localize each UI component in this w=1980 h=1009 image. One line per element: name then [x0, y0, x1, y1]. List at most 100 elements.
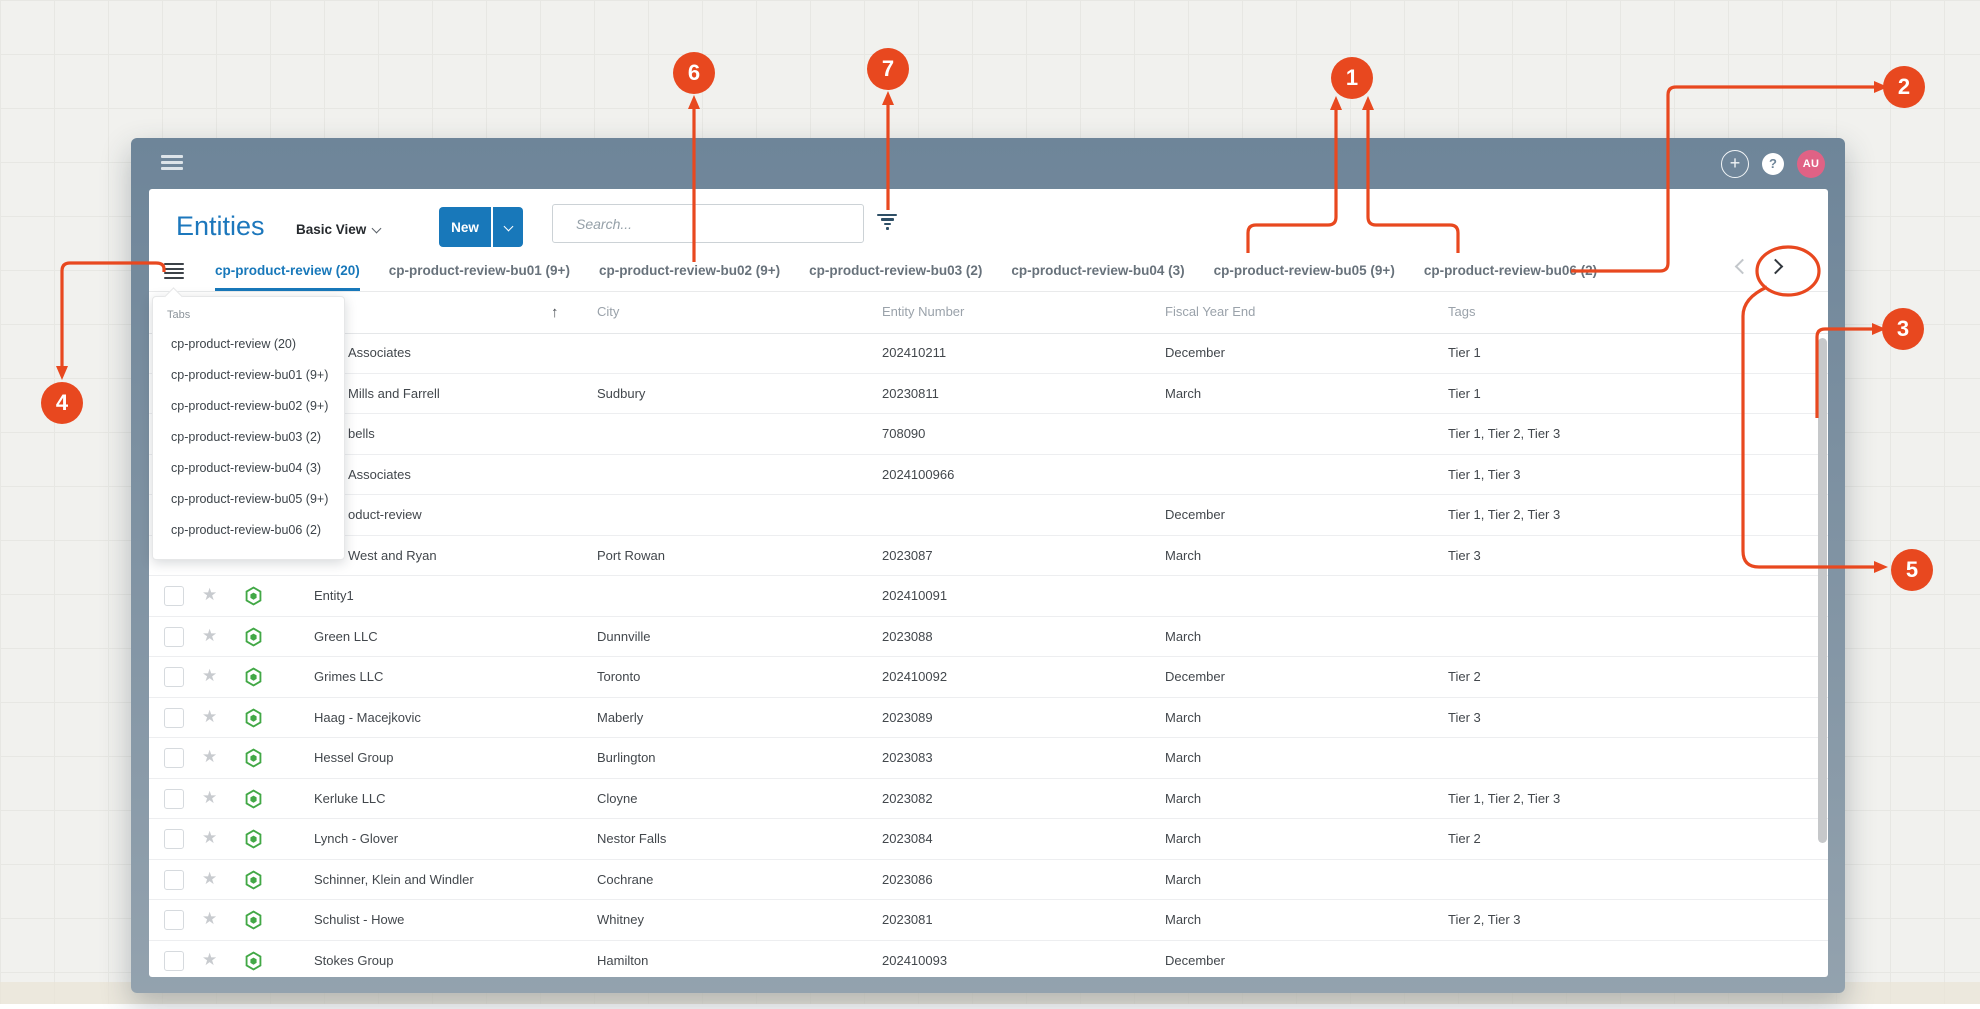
favorite-star-icon[interactable]: ★ — [202, 666, 218, 685]
tab[interactable]: cp-product-review-bu01 (9+) — [388, 263, 570, 278]
cell-name: Stokes Group — [314, 952, 394, 968]
cell-entity-number: 2023081 — [882, 912, 933, 927]
favorite-star-icon[interactable]: ★ — [202, 909, 218, 928]
favorite-star-icon[interactable]: ★ — [202, 828, 218, 847]
cell-name: West and Ryan — [348, 547, 437, 563]
app-window: + ? AU Entities Basic View New — [131, 138, 1845, 993]
view-selector-dropdown[interactable]: Basic View — [296, 222, 382, 237]
entity-icon — [244, 626, 263, 647]
sort-ascending-icon[interactable]: ↑ — [551, 304, 559, 321]
table-row[interactable]: ★ oduct-review December Tier 1, Tier 2, … — [149, 495, 1828, 536]
cell-name: Mills and Farrell — [348, 385, 440, 401]
cell-fiscal-year-end: March — [1165, 790, 1202, 806]
dropdown-item[interactable]: cp-product-review-bu01 (9+) — [171, 368, 329, 382]
cell-name: Hessel Group — [314, 750, 394, 765]
dropdown-item[interactable]: cp-product-review-bu04 (3) — [171, 461, 322, 475]
table-header-row: ↑ City Entity Number Fiscal Year End Tag… — [149, 291, 1828, 334]
chevron-right-icon[interactable] — [1767, 258, 1784, 275]
column-header-tags: Tags — [1448, 304, 1476, 319]
entity-icon — [244, 586, 263, 606]
table-row[interactable]: ★ West and Ryan Port Rowan 2023087 March… — [149, 536, 1828, 576]
tab-bar: cp-product-review (20) cp-product-review-… — [149, 253, 1828, 292]
favorite-star-icon[interactable]: ★ — [202, 585, 218, 604]
cell-fiscal-year-end: December — [1165, 345, 1225, 360]
favorite-star-icon[interactable]: ★ — [202, 625, 218, 645]
entity-icon — [244, 667, 263, 687]
favorite-star-icon[interactable]: ★ — [202, 787, 218, 807]
table-row[interactable]: ★ Mills and Farrell Sudbury 20230811 Mar… — [149, 374, 1828, 414]
tab[interactable]: cp-product-review-bu04 (3) — [1011, 263, 1185, 278]
row-checkbox[interactable] — [164, 748, 184, 768]
cell-tags: Tier 3 — [1448, 547, 1481, 563]
dropdown-item[interactable]: cp-product-review-bu06 (2) — [171, 523, 322, 537]
table-row[interactable]: ★ bells 708090 Tier 1, Tier 2, Tier 3 — [149, 414, 1828, 455]
row-checkbox[interactable] — [164, 910, 184, 930]
row-checkbox[interactable] — [164, 788, 184, 809]
tab[interactable]: cp-product-review-bu05 (9+) — [1213, 263, 1395, 278]
callout-badge-2: 2 — [1883, 66, 1925, 108]
new-button[interactable]: New — [439, 207, 491, 247]
row-checkbox[interactable] — [164, 707, 184, 728]
cell-fiscal-year-end: March — [1165, 750, 1202, 765]
search-input[interactable] — [552, 204, 864, 243]
table-row[interactable]: ★ Schinner, Klein and Windler Cochrane 2… — [149, 860, 1828, 900]
table-row[interactable]: ★ Stokes Group Hamilton 202410093 Decemb… — [149, 941, 1828, 978]
cell-entity-number: 2023088 — [882, 628, 933, 644]
cell-fiscal-year-end: December — [1165, 507, 1225, 522]
table-row[interactable]: ★ Lynch - Glover Nestor Falls 2023084 Ma… — [149, 819, 1828, 860]
user-avatar[interactable]: AU — [1797, 150, 1825, 178]
callout-badge-6: 6 — [673, 52, 715, 94]
row-checkbox[interactable] — [164, 626, 184, 647]
cell-tags: Tier 3 — [1448, 709, 1481, 725]
hamburger-menu-icon[interactable] — [161, 155, 185, 173]
callout-badge-5: 5 — [1891, 549, 1933, 591]
entity-icon — [244, 748, 263, 768]
row-checkbox[interactable] — [164, 667, 184, 687]
tabs-dropdown-menu: Tabs cp-product-review (20) cp-product-re… — [152, 287, 345, 560]
favorite-star-icon[interactable]: ★ — [202, 868, 218, 888]
entity-icon — [244, 910, 263, 930]
favorite-star-icon[interactable]: ★ — [202, 949, 218, 969]
tab[interactable]: cp-product-review-bu02 (9+) — [598, 263, 781, 278]
dropdown-item[interactable]: cp-product-review-bu02 (9+) — [171, 399, 329, 413]
table-row[interactable]: ★ Hessel Group Burlington 2023083 March — [149, 738, 1828, 779]
cell-city: Maberly — [597, 709, 644, 725]
favorite-star-icon[interactable]: ★ — [202, 706, 218, 726]
cell-city: Whitney — [597, 912, 644, 927]
cell-fiscal-year-end: March — [1165, 628, 1202, 644]
dropdown-item[interactable]: cp-product-review (20) — [171, 337, 297, 351]
cell-entity-number: 2023087 — [882, 547, 933, 563]
dropdown-title: Tabs — [167, 309, 191, 321]
table-row[interactable]: ★ Associates 2024100966 Tier 1, Tier 3 — [149, 455, 1828, 495]
cell-entity-number: 20230811 — [882, 385, 939, 401]
dropdown-item[interactable]: cp-product-review-bu05 (9+) — [171, 492, 329, 506]
chevron-left-icon[interactable] — [1734, 258, 1751, 275]
new-button-dropdown[interactable] — [493, 207, 523, 247]
dropdown-item[interactable]: cp-product-review-bu03 (2) — [171, 430, 322, 444]
table-row[interactable]: ★ Associates 202410211 December Tier 1 — [149, 333, 1828, 374]
filter-icon[interactable] — [876, 214, 898, 231]
help-icon[interactable]: ? — [1762, 153, 1784, 175]
tab[interactable]: cp-product-review-bu03 (2) — [809, 263, 983, 278]
table-row[interactable]: ★ Entity1 202410091 — [149, 576, 1828, 617]
table-row[interactable]: ★ Schulist - Howe Whitney 2023081 March … — [149, 900, 1828, 941]
tab-list-icon[interactable] — [164, 263, 186, 279]
tab[interactable]: cp-product-review (20) — [215, 253, 360, 291]
table-row[interactable]: ★ Haag - Macejkovic Maberly 2023089 Marc… — [149, 698, 1828, 738]
row-checkbox[interactable] — [164, 829, 184, 849]
table-row[interactable]: ★ Grimes LLC Toronto 202410092 December … — [149, 657, 1828, 698]
favorite-star-icon[interactable]: ★ — [202, 747, 218, 766]
row-checkbox[interactable] — [164, 950, 184, 971]
cell-tags: Tier 1 — [1448, 345, 1481, 360]
row-checkbox[interactable] — [164, 869, 184, 890]
add-icon[interactable]: + — [1721, 150, 1749, 178]
row-checkbox[interactable] — [164, 586, 184, 606]
dropdown-item-list: cp-product-review (20) cp-product-review-… — [153, 329, 344, 546]
vertical-scrollbar-thumb[interactable] — [1818, 338, 1827, 843]
tab[interactable]: cp-product-review-bu06 (2) — [1423, 263, 1598, 278]
cell-entity-number: 2023086 — [882, 871, 933, 887]
cell-entity-number: 2023082 — [882, 790, 933, 806]
table-row[interactable]: ★ Kerluke LLC Cloyne 2023082 March Tier … — [149, 779, 1828, 819]
table-row[interactable]: ★ Green LLC Dunnville 2023088 March — [149, 617, 1828, 657]
